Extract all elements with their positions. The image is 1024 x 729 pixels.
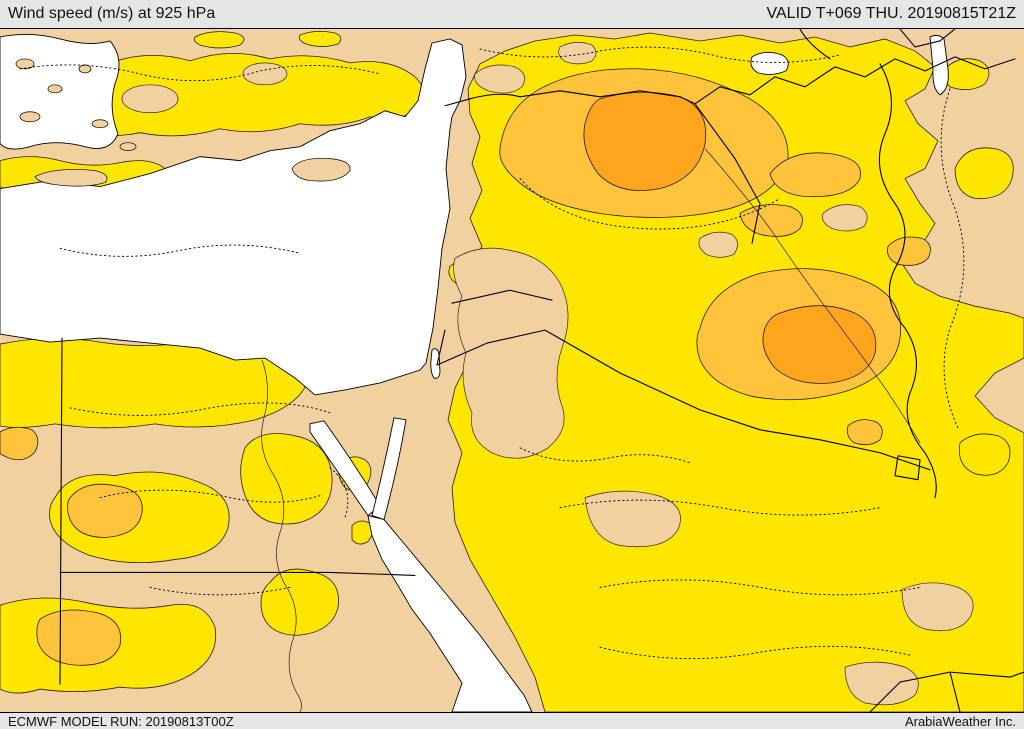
river-layer (261, 148, 921, 712)
mediterranean-sea (0, 38, 467, 396)
model-run-label: ECMWF MODEL RUN: 20190813T00Z (8, 713, 234, 729)
footer-bar: ECMWF MODEL RUN: 20190813T00Z ArabiaWeat… (0, 713, 1024, 729)
sea-layer (0, 34, 949, 712)
map-title: Wind speed (m/s) at 925 hPa (8, 5, 216, 22)
wind-speed-map (0, 29, 1024, 712)
tan-pockets-layer (121, 42, 974, 706)
lake-van (750, 51, 789, 75)
attribution-label: ArabiaWeather Inc. (904, 713, 1016, 729)
caspian-sliver (929, 34, 949, 96)
header-bar: Wind speed (m/s) at 925 hPa VALID T+069 … (0, 0, 1024, 28)
crete-island (34, 169, 108, 187)
euphrates-river (704, 148, 921, 443)
nile-river (261, 359, 302, 712)
country-borders (59, 29, 1024, 712)
map-area (0, 28, 1024, 713)
wind-orange-layer (583, 91, 877, 384)
dead-sea (430, 348, 441, 379)
valid-time-label: VALID T+069 THU. 20190815T21Z (766, 5, 1016, 22)
red-sea (367, 514, 533, 712)
dotted-lines-layer (19, 46, 965, 659)
island-layer (15, 58, 351, 187)
cyprus-island (291, 157, 351, 182)
